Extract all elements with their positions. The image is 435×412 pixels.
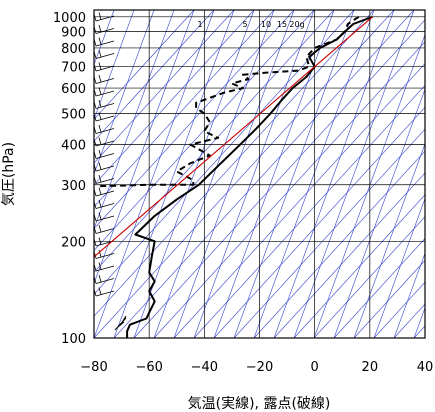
dry-adiabat-line <box>233 128 425 338</box>
x-tick-label: −80 <box>80 360 107 375</box>
dry-adiabat-line <box>94 10 295 230</box>
moist-adiabat-line <box>273 10 395 338</box>
dry-adiabat-line <box>94 10 215 142</box>
moist-adiabat-line <box>94 10 155 175</box>
y-tick-label: 800 <box>61 42 86 57</box>
moist-adiabat-line <box>333 88 425 338</box>
dry-adiabat-line <box>94 10 315 251</box>
dry-adiabat-line <box>213 106 425 338</box>
wind-barb <box>114 315 127 331</box>
x-tick-label: −40 <box>191 360 218 375</box>
y-axis-title: 気圧(hPa) <box>1 142 17 206</box>
moist-adiabat-line <box>253 10 375 338</box>
moist-adiabat-line <box>373 197 425 338</box>
dry-adiabat-line <box>94 10 375 317</box>
moist-adiabat-line <box>313 33 425 338</box>
dry-adiabat-line <box>253 150 425 338</box>
dry-adiabat-line <box>94 10 335 273</box>
y-tick-label: 400 <box>61 139 86 154</box>
profile-series <box>94 15 373 338</box>
dry-adiabat-line <box>173 63 425 338</box>
y-tick-label: 600 <box>61 82 86 97</box>
x-tick-label: 0 <box>311 360 319 375</box>
axis-ticks: −80 −60 −40 −20 0 20 40 100 200 300 400 500 600 700 80… <box>53 11 433 375</box>
y-tick-label: 500 <box>61 107 86 122</box>
dry-adiabat-line <box>273 172 425 338</box>
moist-adiabat-line <box>353 143 425 338</box>
mixing-ratio-label: 10 <box>261 20 271 29</box>
dry-adiabat-line <box>193 84 425 338</box>
y-tick-label: 900 <box>61 26 86 41</box>
dry-adiabat-line <box>353 259 425 338</box>
y-tick-label: 100 <box>61 332 86 347</box>
moist-adiabat-line <box>94 10 195 285</box>
grid-lines <box>94 10 425 338</box>
mixing-ratio-labels: 1 5 10 15 20g <box>197 20 304 29</box>
y-tick-label: 1000 <box>53 11 86 26</box>
parcel-path-line <box>94 16 373 258</box>
moist-adiabat-line <box>94 10 215 338</box>
moist-adiabat-line <box>193 10 315 338</box>
moist-adiabat-line <box>233 10 355 338</box>
x-axis-title: 気温(実線), 露点(破線) <box>188 396 331 412</box>
dewpoint-line <box>99 15 360 188</box>
dry-adiabat-line <box>94 10 195 120</box>
dry-adiabat-line <box>293 194 425 338</box>
mixing-ratio-label: 15 <box>277 20 287 29</box>
moist-adiabat-line <box>173 10 295 338</box>
y-tick-label: 300 <box>61 179 86 194</box>
moist-adiabat-line <box>94 10 175 230</box>
moist-adiabat-line <box>153 10 275 338</box>
dry-adiabat-line <box>373 281 425 338</box>
mixing-ratio-label: 20g <box>289 20 304 29</box>
plot-frame <box>93 9 426 339</box>
dry-adiabat-line <box>313 216 425 338</box>
dry-adiabat-line <box>333 238 425 338</box>
dry-adiabat-line <box>113 10 415 338</box>
x-tick-label: 40 <box>417 360 434 375</box>
mixing-ratio-label: 5 <box>242 20 247 29</box>
dry-adiabat-line <box>94 10 395 338</box>
mixing-ratio-label: 1 <box>197 20 202 29</box>
dry-adiabat-line <box>133 19 425 338</box>
dry-adiabat-line <box>94 10 275 208</box>
temperature-line <box>126 15 373 338</box>
moist-adiabat-line <box>393 252 425 338</box>
moist-adiabat-line <box>94 10 135 121</box>
y-tick-label: 700 <box>61 61 86 76</box>
x-tick-label: −60 <box>135 360 162 375</box>
moist-adiabat-line <box>293 10 415 338</box>
y-tick-label: 200 <box>61 235 86 250</box>
x-tick-label: −20 <box>246 360 273 375</box>
moist-adiabat-line <box>113 10 235 338</box>
x-tick-label: 20 <box>362 360 379 375</box>
dry-adiabat-line <box>94 10 235 164</box>
